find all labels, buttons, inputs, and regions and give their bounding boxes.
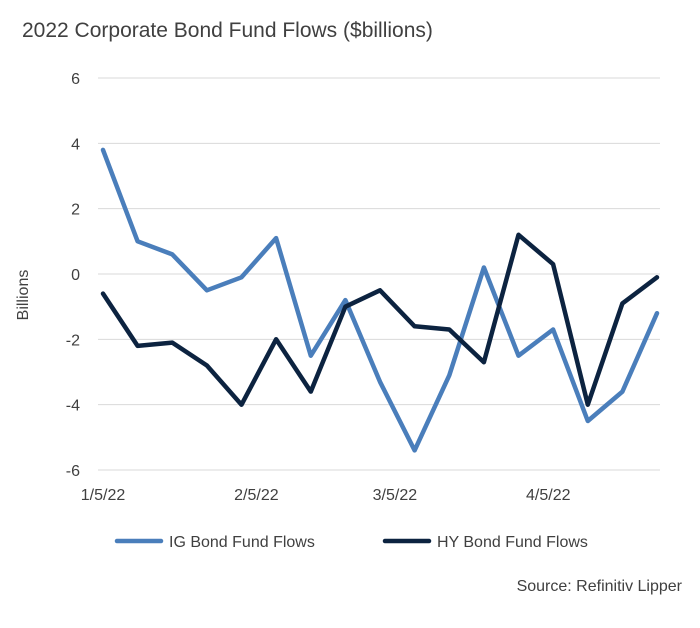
source-note: Source: Refinitiv Lipper [517,578,683,595]
y-tick-label: -4 [66,398,80,415]
y-tick-label: -2 [66,332,80,349]
series-line-hy [100,232,660,407]
y-tick-label: 6 [71,71,80,88]
y-tick-label: -6 [66,463,80,480]
x-tick-label: 1/5/22 [81,487,126,504]
x-tick-label: 2/5/22 [234,487,279,504]
x-tick-label: 4/5/22 [526,487,571,504]
legend-label: IG Bond Fund Flows [169,534,315,551]
legend: IG Bond Fund Flows HY Bond Fund Flows [114,534,588,551]
y-axis-label: Billions [15,270,32,321]
x-tick-labels: 1/5/22 2/5/22 3/5/22 4/5/22 [81,487,571,504]
legend-label: HY Bond Fund Flows [437,534,588,551]
series [100,147,660,453]
y-tick-label: 2 [71,202,80,219]
series-line-ig [100,147,660,453]
y-tick-label: 0 [71,267,80,284]
gridlines [98,77,660,471]
x-tick-label: 3/5/22 [373,487,418,504]
y-tick-label: 4 [71,136,80,153]
y-tick-labels: 6 4 2 0 -2 -4 -6 [66,71,80,480]
chart-title: 2022 Corporate Bond Fund Flows ($billion… [22,19,433,42]
